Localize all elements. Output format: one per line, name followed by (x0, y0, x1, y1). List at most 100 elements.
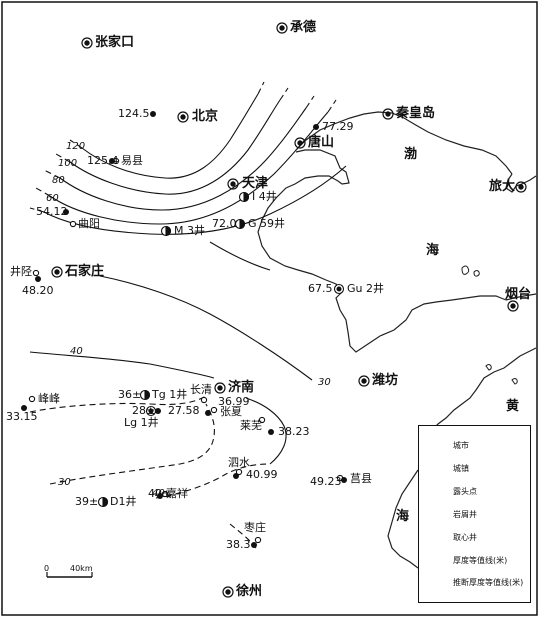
town-label-zaozhuang: 枣庄 (244, 521, 266, 534)
core-well-symbol-gu2 (333, 283, 345, 295)
isopach-value: 80 (52, 175, 65, 186)
isopach-value: 30 (318, 377, 331, 388)
thickness-value: 28± (132, 404, 156, 417)
city-symbol-tangshan (294, 137, 306, 149)
thickness-value: 39± (75, 495, 99, 508)
thickness-value: 40± (148, 487, 172, 500)
legend-outcrop-label: 露头点 (453, 487, 477, 496)
thickness-value: 72.0 (212, 217, 237, 230)
town-symbol-zhangxia (210, 406, 218, 414)
town-symbol-changqing (200, 396, 208, 404)
island (473, 270, 480, 277)
thickness-value: 36± (118, 388, 142, 401)
city-label-weifang: 潍坊 (372, 373, 399, 388)
island (461, 265, 470, 275)
sea-label-hai-2: 海 (396, 509, 410, 524)
town-symbols (28, 157, 344, 544)
town-label-jingxing: 井陉 (10, 265, 32, 278)
town-symbol-fengfeng (28, 395, 36, 403)
town-symbol-laiwu (258, 416, 266, 424)
thickness-value: 38.3 (226, 538, 251, 551)
city-label-beijing: 北京 (192, 109, 219, 124)
town-label-sishui: 泗水 (228, 456, 250, 469)
coastline-bohai-north (295, 111, 513, 175)
thickness-value: 124.5 (118, 107, 150, 120)
sea-label-bo: 渤 (404, 147, 418, 162)
town-symbol-quyang (69, 220, 77, 228)
city-label-lvda: 旅大 (489, 179, 516, 194)
thickness-value: 125.4 (87, 154, 119, 167)
well-label-g59: G 59井 (248, 217, 286, 230)
town-label-fengfeng: 峰峰 (38, 392, 60, 405)
town-symbol-jingxing (32, 269, 40, 277)
coastline-shandong-north (505, 293, 537, 301)
sea-label-hai: 海 (426, 243, 440, 258)
legend-town-label: 城镇 (453, 464, 469, 473)
core-well-symbols (145, 283, 345, 417)
island (485, 364, 492, 371)
town-label-yixian: 易县 (121, 154, 143, 167)
town-symbol-jiaxiang (161, 490, 169, 498)
city-symbol-weifang (358, 375, 370, 387)
isopach-value: 100 (58, 158, 78, 169)
city-label-yantai: 烟台 (505, 287, 532, 302)
city-label-shijiazhuang: 石家庄 (65, 264, 105, 279)
town-label-quyang: 曲阳 (78, 217, 100, 230)
thickness-value: 54.12 (36, 205, 68, 218)
city-symbol-chengde (276, 22, 288, 34)
legend-isopach-label: 厚度等值线(米) (453, 556, 508, 565)
thickness-value: 40.99 (246, 468, 278, 481)
coastline-bohai-west (257, 149, 507, 353)
scale-distance: 40km (70, 564, 93, 573)
coastline-liaodong (505, 173, 537, 193)
city-symbol-zhangjiakou (81, 37, 93, 49)
isopach-value: 60 (46, 193, 59, 204)
isopach-lines-south (29, 275, 313, 465)
thickness-value: 67.5 (308, 282, 333, 295)
well-label-tg1: Tg 1井 (152, 388, 188, 401)
scale-zero: 0 (44, 564, 50, 573)
town-symbol-zaozhuang (254, 536, 262, 544)
town-label-changqing: 长清 (190, 383, 212, 396)
city-label-xuzhou: 徐州 (236, 584, 263, 599)
inferred-isopach-lines-north (29, 81, 337, 213)
well-label-gu2: Gu 2井 (347, 282, 384, 295)
city-label-zhangjiakou: 张家口 (95, 35, 135, 50)
coastline-yellow-sea (387, 469, 419, 569)
scale-bar (46, 572, 93, 578)
town-symbol-sishui (235, 468, 243, 476)
city-label-jinan: 济南 (228, 380, 255, 395)
cuttings-well-symbol-tg1 (139, 389, 151, 401)
legend-inferred-isopach-label: 推断厚度等值线(米) (453, 578, 524, 587)
isopach-value: 40 (70, 346, 83, 357)
city-label-tianjin: 天津 (242, 176, 269, 191)
town-label-jiaxiang: 嘉祥 (166, 487, 188, 500)
well-label-lg1: Lg 1井 (124, 416, 159, 429)
cuttings-well-symbols (97, 191, 250, 508)
city-symbol-jinan (214, 382, 226, 394)
legend-core-well-label: 取心井 (453, 533, 477, 542)
cuttings-well-symbol-d1 (97, 496, 109, 508)
city-symbols (51, 22, 527, 598)
thickness-value: 49.23 (310, 475, 342, 488)
coastline-shandong-south (421, 347, 537, 441)
cuttings-well-symbol-i4 (238, 191, 250, 203)
legend-city-label: 城市 (453, 441, 469, 450)
city-label-tangshan: 唐山 (308, 135, 335, 150)
legend: 城市 城镇 露头点 岩屑井 取心井 厚度等值线(米) 推断厚度等值线(米) (418, 425, 531, 603)
isopach-value: 40 (152, 488, 165, 499)
well-label-d1: D1井 (110, 495, 137, 508)
well-label-i4: I 4井 (252, 190, 277, 203)
city-symbol-qinhuangdao (382, 108, 394, 120)
thickness-value: 77.29 (322, 120, 354, 133)
city-symbol-xuzhou (222, 586, 234, 598)
cuttings-well-symbol-g59 (234, 218, 246, 230)
city-symbol-lvda (515, 181, 527, 193)
thickness-value: 38.23 (278, 425, 310, 438)
legend-cuttings-well-label: 岩屑井 (453, 510, 477, 519)
city-symbol-yantai (507, 300, 519, 312)
outcrop-symbols (21, 111, 347, 548)
city-label-chengde: 承德 (290, 20, 317, 35)
